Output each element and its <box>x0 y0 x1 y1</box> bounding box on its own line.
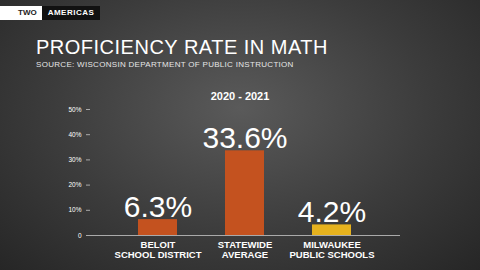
svg-text:40%: 40% <box>68 131 81 138</box>
svg-text:33.6%: 33.6% <box>202 121 287 154</box>
html-text:AMERICAS: AMERICAS <box>47 8 95 17</box>
svg-text:BELOITSCHOOL DISTRICT: BELOITSCHOOL DISTRICT <box>115 239 202 260</box>
svg-text:MILWAUKEEPUBLIC SCHOOLS: MILWAUKEEPUBLIC SCHOOLS <box>290 239 375 260</box>
svg-text:4.2%: 4.2% <box>298 195 366 228</box>
html-text:2020 - 2021: 2020 - 2021 <box>210 90 270 102</box>
svg-text:0: 0 <box>78 232 82 239</box>
svg-text:STATEWIDEAVERAGE: STATEWIDEAVERAGE <box>218 239 273 260</box>
svg-text:20%: 20% <box>68 181 81 188</box>
html-text:TWO: TWO <box>18 8 37 17</box>
html-text:PROFICIENCY RATE IN MATH: PROFICIENCY RATE IN MATH <box>36 36 328 58</box>
svg-text:50%: 50% <box>68 106 81 113</box>
svg-text:6.3%: 6.3% <box>124 190 192 223</box>
svg-text:10%: 10% <box>68 206 81 213</box>
svg-text:30%: 30% <box>68 156 81 163</box>
html-text:SOURCE: WISCONSIN DEPARTMENT O: SOURCE: WISCONSIN DEPARTMENT OF PUBLIC I… <box>36 60 294 69</box>
